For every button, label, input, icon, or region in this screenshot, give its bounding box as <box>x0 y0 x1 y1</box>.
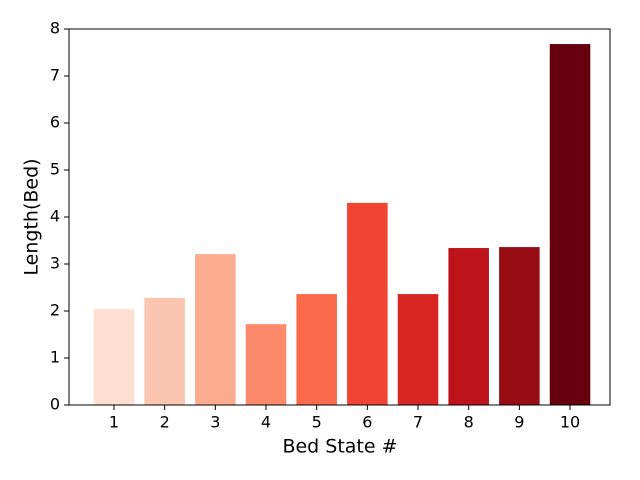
bar <box>347 202 388 405</box>
x-tick-label: 5 <box>312 413 322 432</box>
x-tick-label: 9 <box>514 413 524 432</box>
y-axis-label: Length(Bed) <box>21 158 43 275</box>
bar <box>93 309 135 405</box>
y-tick-label: 5 <box>50 160 60 179</box>
y-tick-label: 4 <box>50 207 60 226</box>
y-tick-label: 1 <box>50 348 60 367</box>
y-tick-label: 0 <box>50 395 60 414</box>
bar <box>448 248 489 405</box>
x-tick-label: 6 <box>362 413 372 432</box>
y-tick-label: 3 <box>50 254 60 273</box>
bar <box>397 294 439 405</box>
x-tick-label: 2 <box>160 413 170 432</box>
x-tick-label: 8 <box>464 413 474 432</box>
x-tick-label: 3 <box>210 413 220 432</box>
y-tick-label: 6 <box>50 113 60 132</box>
y-tick-label: 8 <box>50 19 60 38</box>
x-tick-label: 1 <box>109 413 119 432</box>
x-tick-label: 10 <box>560 413 580 432</box>
bar <box>296 294 337 405</box>
bar <box>195 254 236 405</box>
bar <box>245 324 287 405</box>
bar <box>144 297 185 405</box>
y-tick-label: 7 <box>50 66 60 85</box>
x-axis-label: Bed State # <box>282 436 397 458</box>
axes-frame <box>68 28 611 406</box>
x-tick-label: 7 <box>413 413 423 432</box>
y-tick-label: 2 <box>50 301 60 320</box>
bar <box>549 44 591 405</box>
x-tick-label: 4 <box>261 413 271 432</box>
bar <box>499 247 540 405</box>
